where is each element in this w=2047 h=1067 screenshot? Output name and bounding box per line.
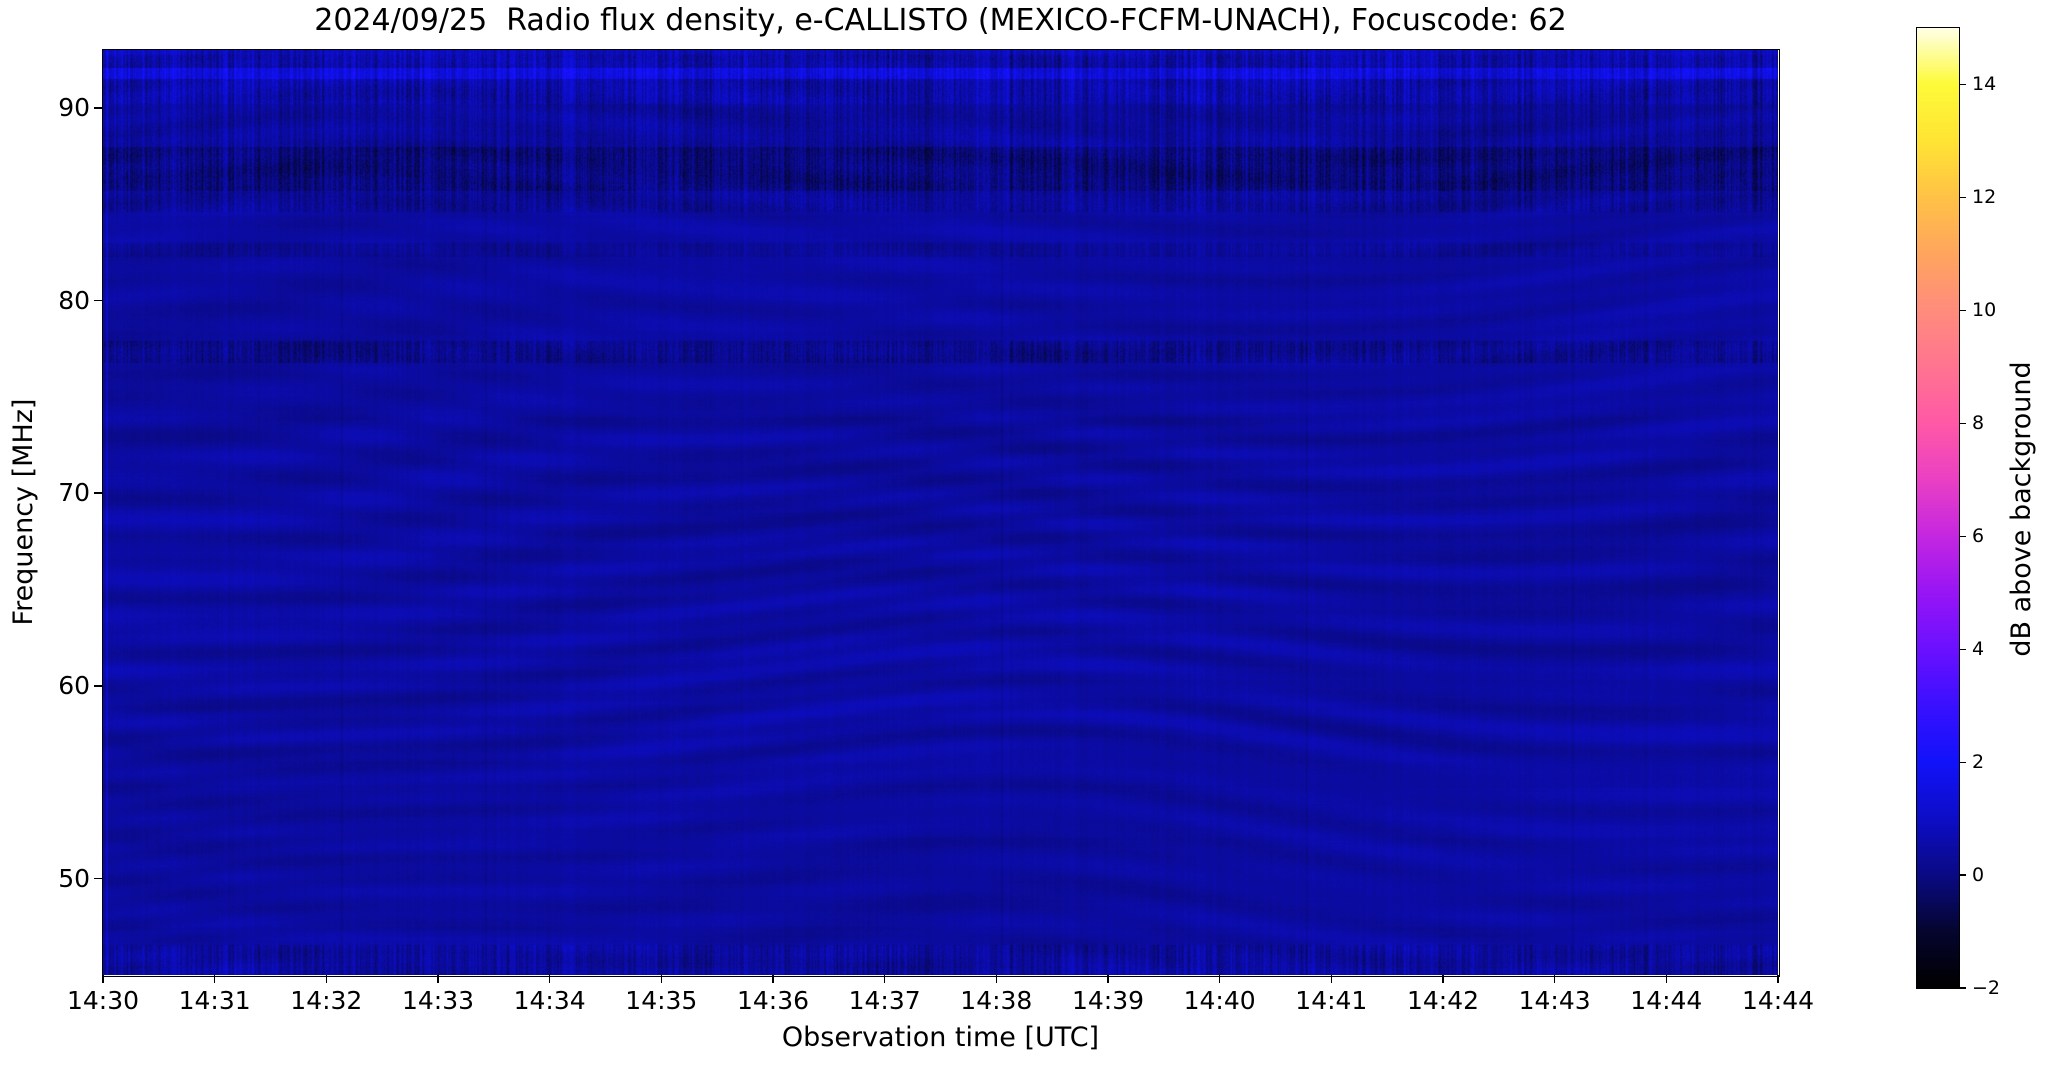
colorbar-tick [1959, 761, 1966, 763]
colorbar-tick [1959, 874, 1966, 876]
x-tick-label: 14:35 [625, 986, 698, 1015]
colorbar-tick-label: 12 [1972, 186, 1997, 209]
x-tick-label: 14:38 [960, 986, 1033, 1015]
colorbar-tick [1959, 309, 1966, 311]
x-tick [883, 975, 886, 983]
colorbar-tick-label: 10 [1972, 299, 1997, 322]
x-tick-label: 14:44 [1741, 986, 1815, 1015]
y-tick-label: 90 [58, 92, 90, 122]
x-tick-label: 14:32 [290, 986, 363, 1015]
colorbar-label: dB above background [2006, 361, 2037, 657]
x-tick-label: 14:37 [848, 986, 921, 1015]
x-tick-label: 14:41 [1295, 986, 1368, 1015]
colorbar-tick-label: 2 [1972, 751, 1985, 774]
colorbar-tick [1959, 422, 1966, 424]
x-tick-label: 14:39 [1071, 986, 1145, 1015]
y-tick [94, 299, 103, 302]
x-tick-label: 14:33 [401, 986, 475, 1015]
x-tick [1330, 975, 1333, 983]
x-tick-label: 14:30 [66, 986, 140, 1015]
x-tick [1218, 975, 1221, 983]
colorbar-tick-label: 4 [1972, 638, 1985, 661]
y-tick [94, 107, 103, 109]
x-tick-label: 14:44 [1630, 986, 1703, 1015]
x-tick [660, 975, 663, 983]
colorbar-tick [1959, 648, 1966, 650]
x-tick [213, 975, 216, 983]
y-tick-label: 60 [58, 670, 90, 700]
colorbar-tick-label: −2 [1972, 977, 2001, 999]
x-tick-label: 14:40 [1183, 986, 1256, 1015]
x-tick [548, 975, 551, 983]
x-tick [325, 975, 328, 983]
colorbar-tick [1959, 83, 1966, 86]
y-tick [94, 685, 103, 687]
colorbar-tick [1959, 196, 1966, 198]
colorbar-tick-label: 8 [1972, 412, 1985, 435]
spectrogram-heatmap [103, 50, 1778, 975]
y-tick-label: 80 [58, 285, 90, 315]
x-tick-label: 14:43 [1518, 986, 1591, 1015]
x-tick [102, 975, 104, 983]
x-tick-label: 14:31 [178, 986, 251, 1015]
y-tick-label: 50 [58, 863, 90, 893]
x-tick [772, 975, 774, 983]
y-tick [94, 877, 103, 880]
x-tick-label: 14:36 [736, 986, 810, 1015]
x-tick [1107, 975, 1109, 983]
colorbar-tick [1959, 987, 1966, 989]
x-tick [1553, 975, 1556, 983]
y-axis-label: Frequency [MHz] [8, 398, 39, 626]
x-tick-label: 14:42 [1406, 986, 1480, 1015]
chart-title: 2024/09/25 Radio flux density, e-CALLIST… [314, 3, 1567, 38]
x-tick [1777, 975, 1779, 983]
colorbar-tick [1959, 535, 1966, 537]
y-tick [94, 492, 103, 495]
y-tick-label: 70 [58, 478, 90, 508]
x-tick [1665, 975, 1668, 983]
x-tick [1442, 975, 1444, 983]
x-tick [437, 975, 439, 983]
x-tick-label: 14:34 [513, 986, 586, 1015]
colorbar-tick-label: 14 [1972, 73, 1997, 96]
x-tick [995, 975, 998, 983]
colorbar-tick-label: 0 [1972, 864, 1985, 887]
colorbar-tick-label: 6 [1972, 525, 1985, 548]
x-axis-label: Observation time [UTC] [781, 1022, 1100, 1053]
colorbar [1917, 28, 1959, 988]
